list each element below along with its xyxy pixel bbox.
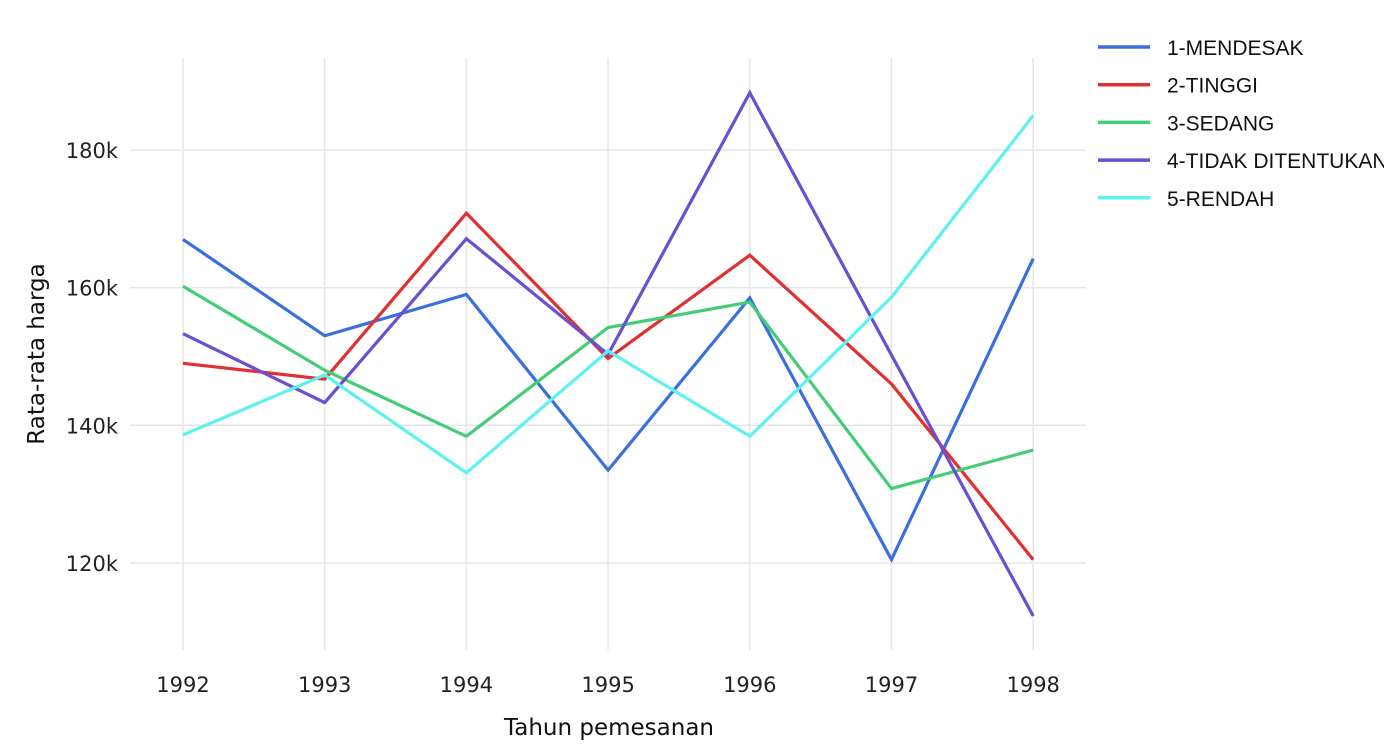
legend-item: 4-TIDAK DITENTUKAN bbox=[1098, 150, 1384, 173]
y-tick-label: 120k bbox=[66, 552, 119, 576]
x-tick-label: 1997 bbox=[865, 673, 918, 697]
y-tick-label: 180k bbox=[66, 139, 119, 163]
legend-item: 5-RENDAH bbox=[1098, 188, 1274, 211]
legend-label: 4-TIDAK DITENTUKAN bbox=[1167, 150, 1384, 173]
series-line-3-sedang bbox=[182, 284, 1034, 491]
x-tick-label: 1998 bbox=[1006, 673, 1059, 697]
x-tick-label: 1993 bbox=[298, 673, 351, 697]
series-line-2-tinggi bbox=[182, 210, 1035, 561]
legend-label: 2-TINGGI bbox=[1167, 75, 1258, 98]
x-tick-label: 1995 bbox=[581, 673, 634, 697]
series-line-4-tidak-ditentukan bbox=[182, 89, 1035, 617]
x-tick-label: 1996 bbox=[723, 673, 776, 697]
y-axis-ticks: 120k 140k 160k 180k bbox=[66, 139, 119, 576]
x-tick-label: 1994 bbox=[440, 673, 493, 697]
y-tick-label: 140k bbox=[66, 414, 119, 438]
legend: 1-MENDESAK 2-TINGGI 3-SEDANG 4-TIDAK DITENT… bbox=[1098, 37, 1384, 211]
y-tick-label: 160k bbox=[66, 277, 119, 301]
x-axis-title: Tahun pemesanan bbox=[503, 715, 714, 741]
legend-item: 1-MENDESAK bbox=[1098, 37, 1304, 60]
legend-label: 3-SEDANG bbox=[1167, 112, 1274, 135]
legend-item: 2-TINGGI bbox=[1098, 75, 1258, 98]
series-line-1-mendesak bbox=[182, 238, 1035, 564]
series-line-5-rendah bbox=[182, 114, 1035, 475]
x-tick-label: 1992 bbox=[156, 673, 209, 697]
legend-label: 5-RENDAH bbox=[1167, 188, 1274, 211]
legend-label: 1-MENDESAK bbox=[1167, 37, 1304, 60]
x-axis-ticks: 1992 1993 1994 1995 1996 1997 1998 bbox=[156, 673, 1060, 697]
legend-item: 3-SEDANG bbox=[1098, 112, 1274, 135]
series-lines bbox=[182, 89, 1035, 617]
y-axis-title: Rata-rata harga bbox=[24, 263, 50, 444]
